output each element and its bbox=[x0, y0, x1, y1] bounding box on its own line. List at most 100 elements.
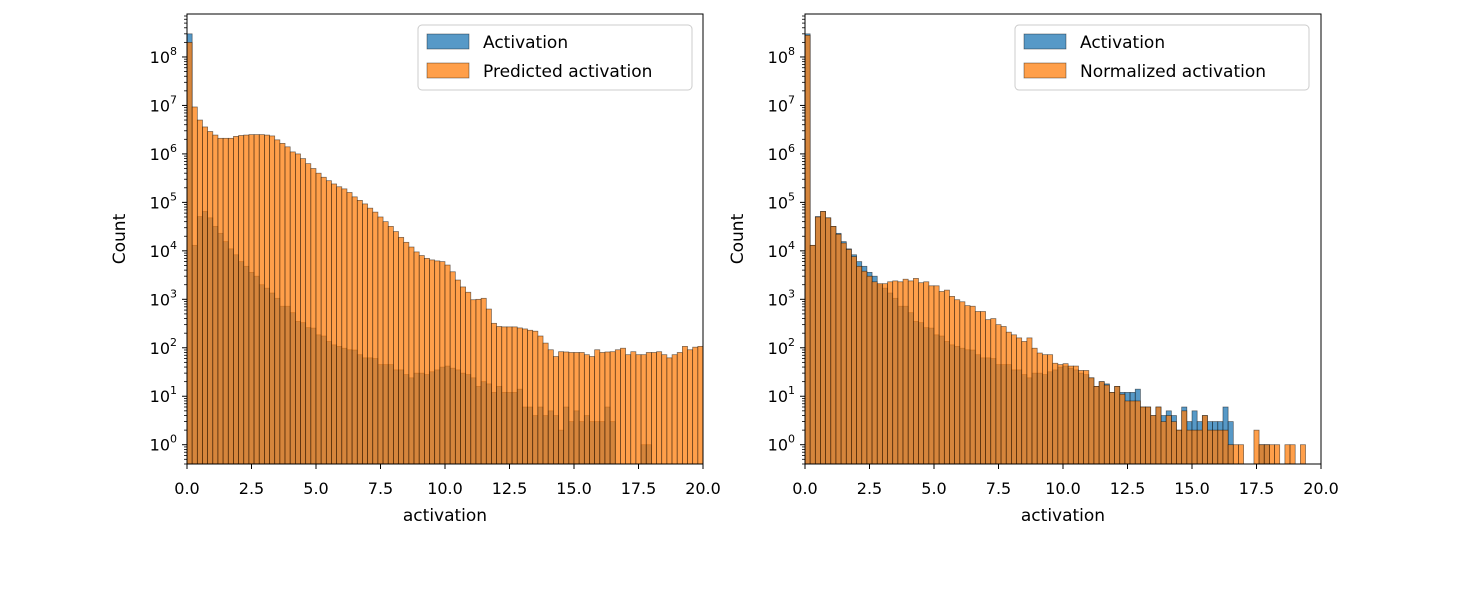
histogram-bar bbox=[196, 119, 203, 464]
histogram-bar bbox=[1186, 429, 1193, 464]
histogram-bar bbox=[1031, 347, 1038, 464]
histogram-bar bbox=[969, 305, 976, 464]
histogram-bar bbox=[1217, 429, 1224, 464]
histogram-bar bbox=[928, 285, 935, 464]
histogram-bar bbox=[1140, 406, 1146, 464]
histogram-bar bbox=[651, 352, 657, 464]
histogram-bar bbox=[542, 342, 549, 464]
histogram-bar bbox=[1067, 365, 1074, 464]
right-histogram-panel: 0.0 2.5 5.0 7.5 10.0 12.5 15.0 17.5 20.010010110… bbox=[728, 13, 1339, 526]
histogram-bar bbox=[1093, 386, 1100, 464]
y-tick-base: 10 bbox=[768, 436, 788, 455]
y-tick-label: 104 bbox=[150, 239, 177, 261]
y-tick-label: 103 bbox=[768, 287, 795, 309]
y-tick-exponent: 2 bbox=[170, 336, 177, 349]
x-tick-label: 7.5 bbox=[368, 479, 393, 498]
x-tick-label: 12.5 bbox=[492, 479, 528, 498]
legend-swatch bbox=[1023, 62, 1067, 79]
histogram-bar bbox=[274, 139, 281, 464]
histogram-bar bbox=[825, 217, 832, 464]
y-tick-label: 107 bbox=[768, 93, 795, 115]
histogram-bar bbox=[202, 126, 208, 464]
y-tick-base: 10 bbox=[768, 48, 788, 67]
histogram-bar bbox=[1119, 393, 1126, 464]
histogram-bar bbox=[1232, 444, 1239, 464]
histogram-bar bbox=[439, 261, 446, 464]
histogram-bar bbox=[954, 299, 961, 464]
histogram-bar bbox=[331, 183, 337, 464]
histogram-bar bbox=[465, 291, 472, 464]
histogram-bar bbox=[840, 242, 847, 464]
histogram-bar bbox=[187, 42, 193, 464]
histogram-bar bbox=[964, 305, 971, 464]
y-tick-base: 10 bbox=[768, 145, 788, 164]
y-tick-base: 10 bbox=[150, 339, 170, 358]
x-tick-label: 10.0 bbox=[1045, 479, 1081, 498]
y-axis-label: Count bbox=[110, 213, 130, 264]
histogram-bar bbox=[568, 352, 575, 464]
histogram-bar bbox=[351, 196, 358, 464]
histogram-bar bbox=[1011, 334, 1017, 464]
histogram-bar bbox=[830, 226, 837, 464]
x-tick-label: 7.5 bbox=[986, 479, 1011, 498]
histogram-bar bbox=[1000, 326, 1007, 464]
y-tick-label: 105 bbox=[150, 190, 177, 212]
histogram-bar bbox=[938, 291, 945, 464]
histogram-bar bbox=[537, 335, 544, 464]
histogram-bar bbox=[279, 143, 286, 464]
histogram-bar bbox=[1005, 331, 1012, 464]
histogram-bar bbox=[1114, 386, 1121, 464]
histogram-bar bbox=[687, 349, 694, 464]
histogram-bar bbox=[845, 249, 852, 464]
y-tick-exponent: 4 bbox=[788, 239, 795, 252]
histogram-bar bbox=[444, 264, 451, 464]
histogram-bar bbox=[578, 352, 585, 464]
histogram-bar bbox=[1212, 429, 1219, 464]
y-tick-label: 108 bbox=[150, 45, 177, 67]
legend-label: Predicted activation bbox=[483, 62, 652, 82]
x-axis-label: activation bbox=[403, 506, 487, 526]
histogram-bar bbox=[393, 231, 399, 464]
y-tick-exponent: 3 bbox=[170, 287, 177, 300]
histogram-bar bbox=[1098, 381, 1105, 464]
y-tick-base: 10 bbox=[150, 48, 170, 67]
histogram-bar bbox=[933, 285, 940, 464]
histogram-bar bbox=[1134, 400, 1141, 464]
y-tick-base: 10 bbox=[150, 193, 170, 212]
histogram-bar bbox=[614, 349, 621, 464]
histogram-bar bbox=[887, 281, 894, 464]
histogram-bar bbox=[491, 322, 497, 464]
histogram-bar bbox=[310, 168, 317, 464]
histogram-bar bbox=[217, 137, 224, 464]
legend-box bbox=[417, 24, 693, 91]
histogram-bar bbox=[367, 207, 374, 464]
histogram-bar bbox=[697, 346, 703, 464]
histogram-bar bbox=[253, 134, 260, 464]
y-tick-exponent: 5 bbox=[170, 190, 177, 203]
y-tick-exponent: 8 bbox=[170, 45, 177, 58]
histogram-bar bbox=[377, 216, 384, 464]
histogram-bar bbox=[692, 346, 699, 464]
histogram-bar bbox=[372, 211, 379, 464]
histogram-bar bbox=[995, 324, 1002, 464]
histogram-bar bbox=[1258, 444, 1265, 464]
histogram-bar bbox=[1171, 421, 1177, 464]
histogram-bar bbox=[238, 135, 245, 464]
histogram-bar bbox=[1088, 377, 1095, 464]
left-histogram-panel: 0.0 2.5 5.0 7.5 10.0 12.5 15.0 17.5 20.010010110… bbox=[110, 13, 721, 526]
histogram-bar bbox=[943, 289, 950, 464]
histogram-bar bbox=[1145, 406, 1152, 464]
histogram-bar bbox=[876, 283, 883, 464]
histogram-bar bbox=[243, 134, 250, 464]
histogram-bar bbox=[1021, 341, 1028, 464]
histogram-bar bbox=[1109, 392, 1115, 464]
histogram-bar bbox=[589, 356, 595, 464]
histogram-bar bbox=[1263, 444, 1270, 464]
x-tick-label: 0.0 bbox=[174, 479, 199, 498]
y-tick-exponent: 8 bbox=[788, 45, 795, 58]
histogram-bar bbox=[599, 352, 606, 464]
histogram-bar bbox=[1083, 370, 1090, 464]
histogram-bar bbox=[547, 349, 554, 464]
histogram-bar bbox=[346, 192, 353, 464]
